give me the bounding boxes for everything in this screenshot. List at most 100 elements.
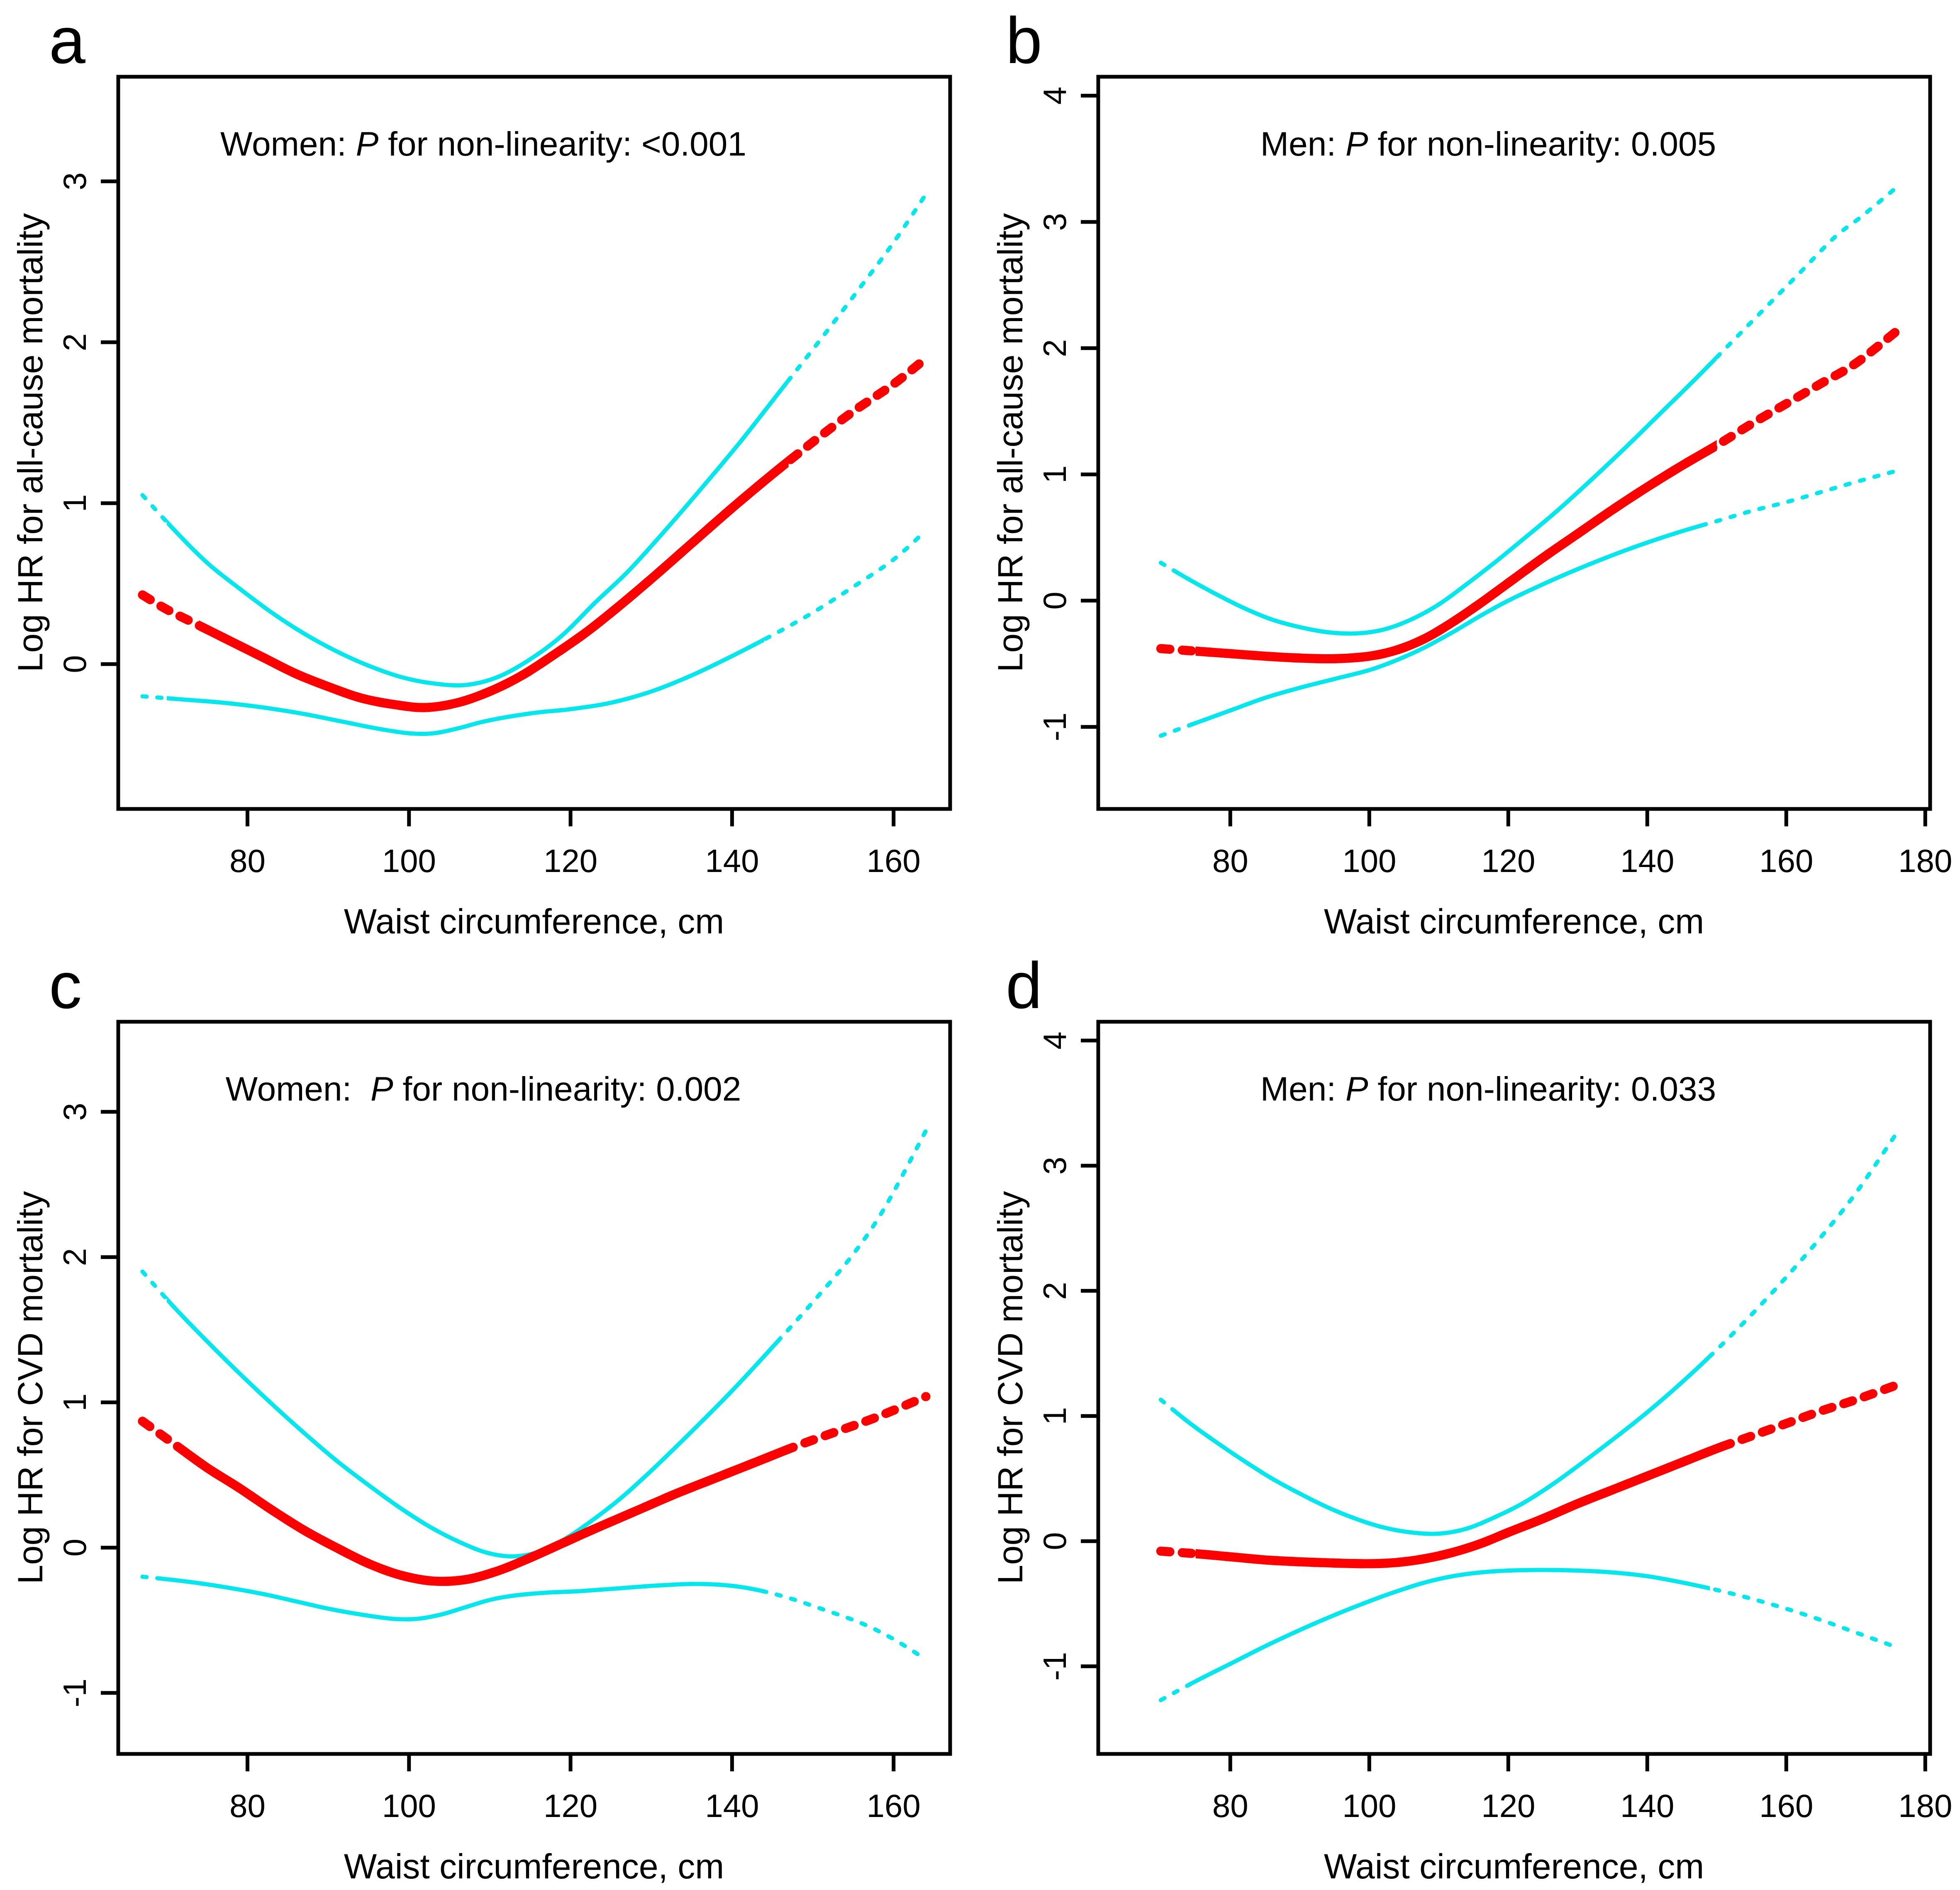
- x-tick-label: 120: [1481, 843, 1535, 879]
- y-tick-label: 3: [56, 172, 93, 190]
- x-tick-label: 100: [382, 1788, 436, 1824]
- curves-layer: [138, 1128, 931, 1662]
- y-tick-label: 3: [1036, 213, 1073, 231]
- y-tick-label: 3: [56, 1103, 93, 1120]
- ci-lower-curve-tail: [140, 1574, 928, 1662]
- y-axis-label: Log HR for CVD mortality: [11, 1191, 50, 1584]
- x-axis-label: Waist circumference, cm: [1324, 1847, 1704, 1886]
- x-tick-label: 80: [229, 1788, 266, 1824]
- panel-letter-b: b: [1006, 4, 1042, 77]
- plot-box: [1096, 1020, 1932, 1756]
- y-tick-label: 2: [1036, 1282, 1073, 1300]
- panel-title-group: Women:: [220, 125, 356, 163]
- ci-lower-curve-tail: [1158, 1568, 1900, 1702]
- panel-title: Women: P for non-linearity: <0.001: [220, 125, 746, 163]
- ci-upper-curve-tail: [140, 1128, 928, 1559]
- y-tick-label: 0: [1036, 1532, 1073, 1550]
- y-tick-label: -1: [56, 1678, 93, 1707]
- panel-b-plot: b 80 100 120 140 160 180 -1 0 1 2 3 4 Men: P for no…: [991, 4, 1952, 941]
- axes-layer: 80 100 120 140 160 0 1 2 3: [56, 75, 952, 879]
- x-tick-label: 120: [544, 1788, 597, 1824]
- x-tick-label: 120: [544, 843, 597, 879]
- x-tick-label: 160: [867, 1788, 921, 1824]
- panel-c: c 80 100 120 140 160 -1 0 1 2 3 Women: P for non-…: [0, 945, 980, 1890]
- ci-upper-curve: [166, 1296, 781, 1559]
- plot-box: [116, 1020, 952, 1756]
- x-tick-label: 180: [1898, 1788, 1952, 1824]
- panel-title-p: P: [371, 1070, 393, 1108]
- ci-upper-curve: [1175, 1353, 1710, 1536]
- panel-title-pvalue: for non-linearity: 0.005: [1368, 125, 1716, 163]
- panel-title: Women: P for non-linearity: 0.002: [226, 1070, 741, 1108]
- y-tick-label: 0: [56, 1539, 93, 1556]
- ci-upper-curve: [1175, 354, 1717, 636]
- y-tick-label: 1: [56, 1393, 93, 1411]
- x-axis-label: Waist circumference, cm: [1324, 902, 1704, 941]
- panel-title: Men: P for non-linearity: 0.033: [1260, 1070, 1716, 1108]
- y-tick-label: 4: [1036, 87, 1073, 105]
- panel-title-group: Men:: [1260, 125, 1346, 163]
- x-tick-label: 80: [229, 843, 266, 879]
- y-tick-label: 0: [1036, 592, 1073, 609]
- x-tick-label: 80: [1212, 1788, 1248, 1824]
- y-tick-label: 1: [56, 494, 93, 512]
- estimate-curve-tail: [1156, 1380, 1902, 1569]
- panel-d: d 80 100 120 140 160 180 -1 0 1 2 3 4 Men: P for no…: [980, 945, 1960, 1890]
- panel-title-pvalue: for non-linearity: 0.033: [1368, 1070, 1716, 1108]
- estimate-curve: [183, 1444, 789, 1586]
- x-tick-label: 100: [1342, 843, 1396, 879]
- y-tick-label: -1: [1036, 1652, 1073, 1681]
- estimate-curve-tail: [1156, 326, 1902, 664]
- y-tick-label: 0: [56, 655, 93, 673]
- curves-layer: [1156, 1130, 1902, 1702]
- estimate-curve: [1195, 440, 1717, 664]
- ci-upper-curve: [166, 377, 789, 688]
- ci-lower-curve: [166, 637, 765, 736]
- y-tick-label: 4: [1036, 1032, 1073, 1050]
- y-tick-label: 2: [56, 1248, 93, 1266]
- panel-title-pvalue: for non-linearity: 0.002: [393, 1070, 741, 1108]
- panel-title-group: Women:: [226, 1070, 371, 1108]
- x-axis-label: Waist circumference, cm: [344, 1847, 724, 1886]
- x-axis-label: Waist circumference, cm: [344, 902, 724, 941]
- panel-b: b 80 100 120 140 160 180 -1 0 1 2 3 4 Men: P for no…: [980, 0, 1960, 945]
- y-axis-label: Log HR for all-cause mortality: [11, 213, 50, 672]
- y-tick-label: -1: [1036, 713, 1073, 741]
- ci-lower-curve: [1188, 1568, 1710, 1688]
- panel-title-pvalue: for non-linearity: <0.001: [378, 125, 746, 163]
- axes-layer: 80 100 120 140 160 -1 0 1 2 3: [56, 1020, 952, 1824]
- ci-lower-curve: [1188, 523, 1703, 728]
- panel-d-plot: d 80 100 120 140 160 180 -1 0 1 2 3 4 Men: P for no…: [991, 949, 1952, 1886]
- y-tick-label: 3: [1036, 1157, 1073, 1174]
- y-tick-label: 2: [1036, 339, 1073, 357]
- plot-box: [116, 75, 952, 811]
- estimate-curve: [199, 455, 789, 712]
- x-tick-label: 160: [1759, 1788, 1813, 1824]
- x-tick-label: 140: [705, 843, 759, 879]
- y-tick-label: 1: [1036, 1407, 1073, 1425]
- x-tick-label: 140: [705, 1788, 759, 1824]
- x-tick-label: 160: [1759, 843, 1813, 879]
- plot-box: [1096, 75, 1932, 811]
- axes-layer: 80 100 120 140 160 180 -1 0 1 2 3 4: [1036, 1020, 1952, 1824]
- x-tick-label: 100: [382, 843, 436, 879]
- ci-lower-curve-tail: [140, 528, 928, 736]
- panel-c-plot: c 80 100 120 140 160 -1 0 1 2 3 Women: P for non-…: [11, 949, 952, 1886]
- y-tick-label: 1: [1036, 465, 1073, 483]
- panel-title-p: P: [356, 125, 379, 163]
- panel-letter-a: a: [49, 4, 85, 77]
- panel-title-group: Men:: [1260, 1070, 1346, 1108]
- x-tick-label: 160: [867, 843, 921, 879]
- ci-lower-curve: [158, 1576, 765, 1622]
- panel-title-p: P: [1346, 1070, 1368, 1108]
- y-axis-label: Log HR for CVD mortality: [991, 1191, 1030, 1584]
- panel-a-plot: a 80 100 120 140 160 0 1 2 3 Women: P for non-li…: [11, 4, 952, 941]
- estimate-curve: [1195, 1441, 1724, 1569]
- y-tick-label: 2: [56, 333, 93, 351]
- x-tick-label: 100: [1342, 1788, 1396, 1824]
- panel-letter-c: c: [49, 949, 82, 1022]
- x-tick-label: 180: [1898, 843, 1952, 879]
- ci-upper-curve-tail: [1158, 1130, 1900, 1536]
- panel-a: a 80 100 120 140 160 0 1 2 3 Women: P for non-li…: [0, 0, 980, 945]
